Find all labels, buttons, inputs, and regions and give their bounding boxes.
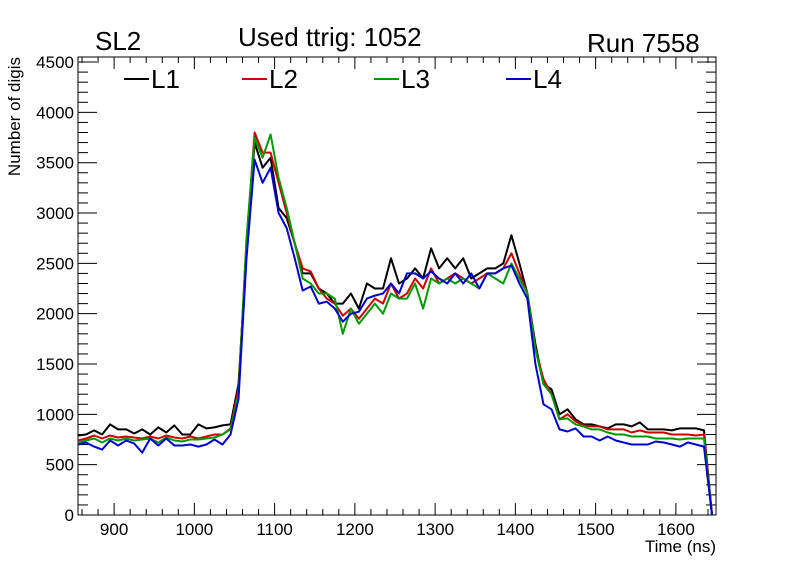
legend-label-l4: L4: [533, 64, 562, 94]
series-line-l2: [77, 131, 713, 516]
y-axis-label: Number of digis: [5, 57, 24, 176]
y-tick-label: 3500: [36, 154, 74, 173]
y-tick-label: 2000: [36, 305, 74, 324]
x-tick-label: 1200: [336, 520, 374, 539]
x-axis: 900 1000 1100 1200 1300 1400 1500 1600: [81, 57, 709, 539]
series-line-l3: [77, 133, 713, 516]
series-line-l4: [77, 158, 713, 516]
x-tick-label: 1400: [496, 520, 534, 539]
y-tick-label: 3000: [36, 204, 74, 223]
x-tick-label: 1500: [577, 520, 615, 539]
legend-label-l3: L3: [401, 64, 430, 94]
y-tick-label: 2500: [36, 254, 74, 273]
y-tick-label: 500: [46, 456, 74, 475]
y-tick-label: 1500: [36, 355, 74, 374]
y-tick-label: 4000: [36, 103, 74, 122]
y-tick-label: 0: [65, 506, 74, 525]
x-tick-label: 1300: [416, 520, 454, 539]
chart-title: Used ttrig: 1052: [238, 22, 422, 52]
run-label: Run 7558: [587, 28, 700, 58]
x-tick-label: 1600: [657, 520, 695, 539]
plot-frame: [77, 56, 717, 516]
y-axis: 0 500 1000 1500 2000 2500 3000 3500 4000 4500: [36, 53, 716, 525]
y-tick-label: 1000: [36, 405, 74, 424]
superlayer-label: SL2: [95, 26, 142, 56]
series-line-l1: [77, 141, 713, 516]
y-tick-label: 4500: [36, 53, 74, 72]
x-tick-label: 900: [100, 520, 128, 539]
x-tick-label: 1000: [175, 520, 213, 539]
x-tick-label: 1100: [256, 520, 293, 539]
legend-label-l2: L2: [269, 64, 298, 94]
legend-label-l1: L1: [151, 64, 180, 94]
legend: L1 L2 L3 L4: [124, 64, 562, 94]
x-axis-label: Time (ns): [645, 537, 716, 556]
series-group: [77, 131, 713, 516]
